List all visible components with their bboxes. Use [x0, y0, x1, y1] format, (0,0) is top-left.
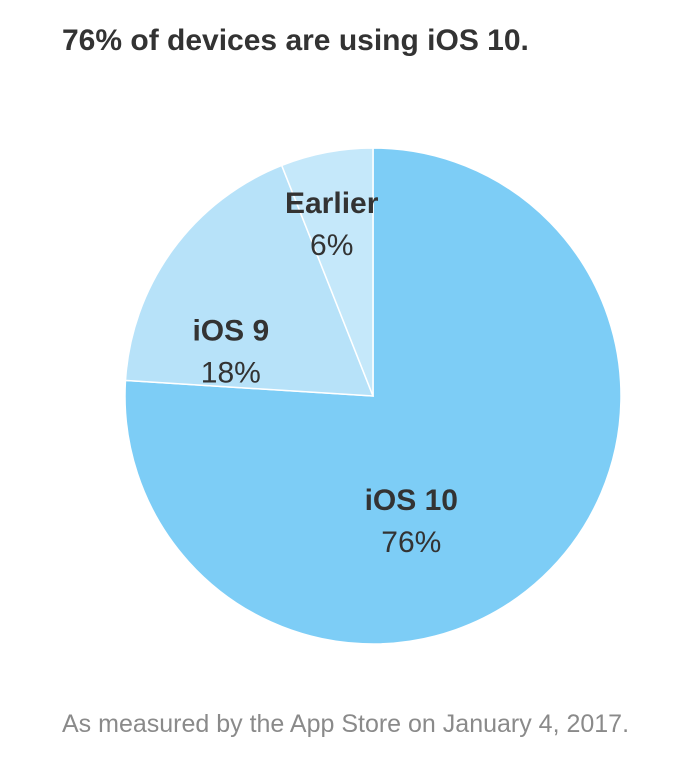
pie-chart: iOS 10 76% iOS 9 18% Earlier 6%: [124, 147, 622, 645]
chart-title: 76% of devices are using iOS 10.: [62, 24, 529, 57]
slice-label-earlier: Earlier: [285, 187, 379, 220]
footnote: As measured by the App Store on January …: [62, 710, 630, 738]
slice-value-ios-9: 18%: [201, 356, 261, 389]
pie-slices: [124, 147, 622, 645]
slice-label-ios-9: iOS 9: [192, 314, 269, 347]
pie-labels: iOS 10 76% iOS 9 18% Earlier 6%: [192, 187, 458, 559]
slice-value-earlier: 6%: [310, 229, 353, 262]
pie-slice-earlier: [280, 147, 374, 397]
pie-slice-ios-9: [124, 164, 375, 397]
slice-value-ios-10: 76%: [381, 526, 441, 559]
slice-label-ios-10: iOS 10: [365, 484, 458, 517]
